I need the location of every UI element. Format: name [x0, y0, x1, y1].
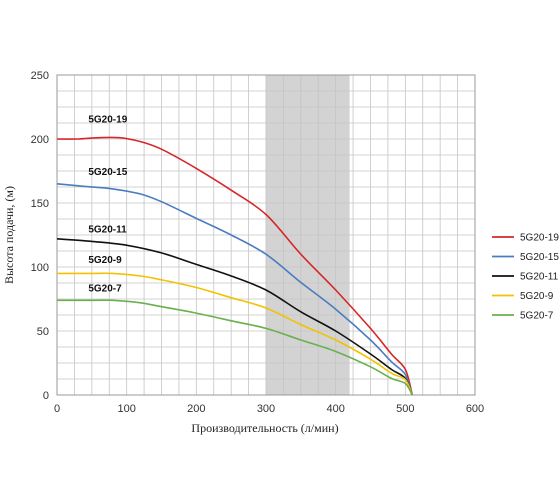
series-line-5g20-7 [57, 299, 413, 396]
legend-entry: 5G20-11 [520, 272, 559, 283]
x-tick-label: 200 [187, 403, 205, 415]
curve-label: 5G20-19 [88, 114, 127, 125]
y-tick-label: 250 [31, 70, 49, 82]
x-tick-label: 300 [257, 403, 275, 415]
x-tick-label: 600 [466, 403, 484, 415]
legend: 5G20-19 5G20-15 5G20-11 5G20-9 5G20-7 [492, 233, 559, 322]
series-line-5g20-15 [56, 183, 414, 396]
curve-label: 5G20-7 [88, 283, 122, 294]
x-tick-label: 400 [326, 403, 344, 415]
y-tick-label: 100 [31, 262, 49, 274]
y-tick-label: 150 [31, 198, 49, 210]
legend-entry: 5G20-15 [520, 252, 559, 263]
legend-entry: 5G20-7 [520, 311, 554, 322]
x-tick-label: 100 [117, 403, 135, 415]
y-tick-label: 0 [43, 390, 49, 402]
series-layer [56, 136, 414, 396]
curve-labels-layer: 5G20-19 5G20-15 5G20-11 5G20-9 5G20-7 [88, 114, 127, 294]
series-line-5g20-9 [56, 272, 414, 396]
legend-entry: 5G20-19 [520, 233, 559, 244]
curve-label: 5G20-11 [88, 224, 127, 235]
y-axis-title: Высота подачи, (м) [2, 186, 16, 284]
x-tick-label: 0 [54, 403, 60, 415]
plot-frame [56, 74, 476, 396]
series-line-5g20-11 [56, 238, 414, 396]
legend-entry: 5G20-9 [520, 291, 554, 302]
series-line-5g20-19 [56, 136, 414, 396]
axes-layer: 0 100 200 300 400 500 600 0 50 100 150 200 250 [31, 70, 485, 415]
curve-label: 5G20-15 [88, 167, 127, 178]
y-tick-label: 50 [37, 326, 49, 338]
x-axis-title: Производительность (л/мин) [191, 421, 338, 435]
y-tick-label: 200 [31, 134, 49, 146]
curve-label: 5G20-9 [88, 255, 122, 266]
x-tick-label: 500 [396, 403, 414, 415]
grid-layer [56, 74, 476, 396]
